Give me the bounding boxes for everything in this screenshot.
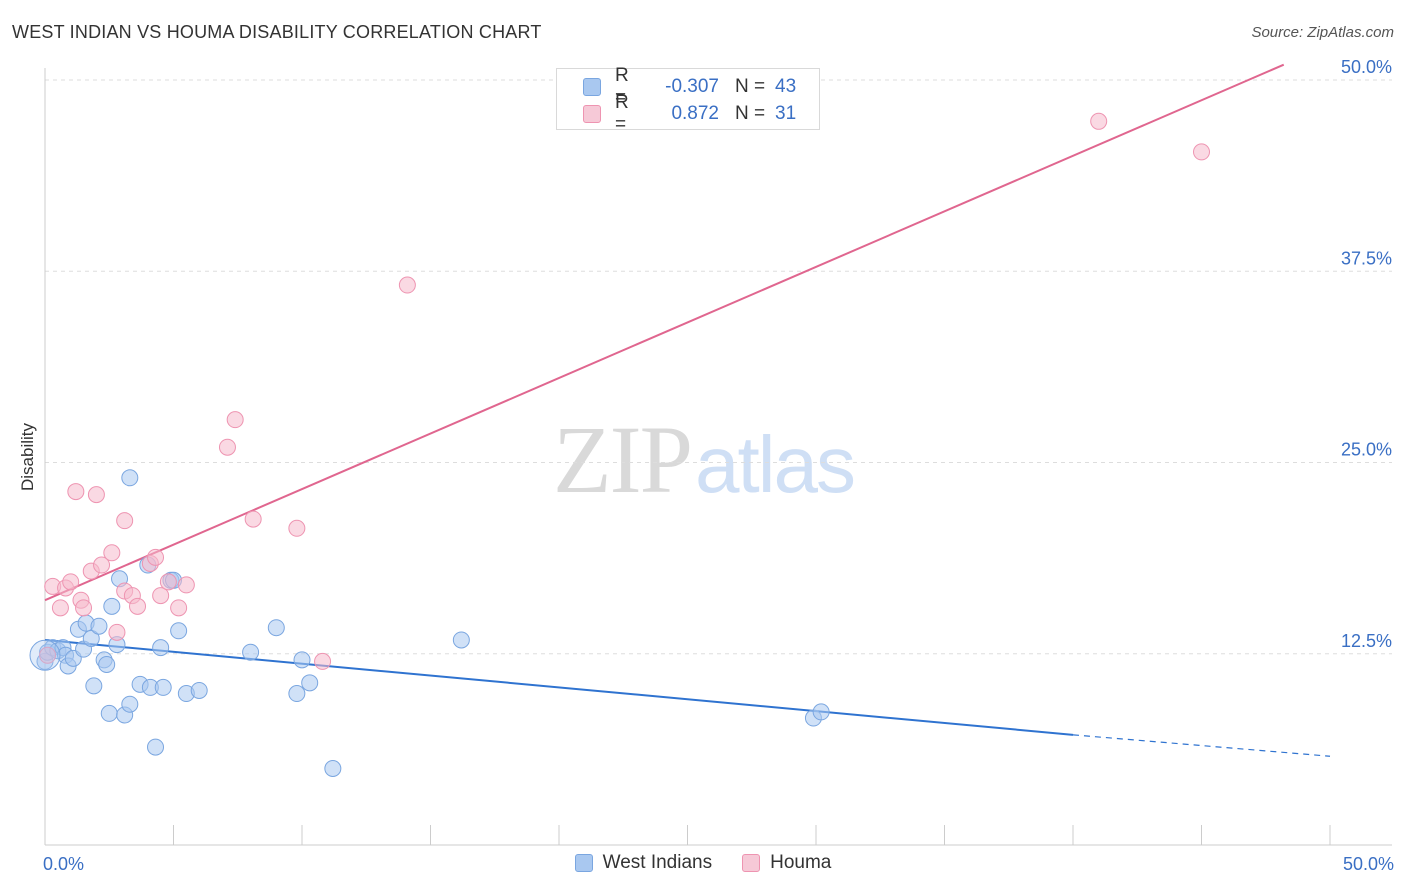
houma-point: [226, 411, 244, 429]
west-indians-point: [82, 629, 100, 647]
stats-row-west-indians: R = -0.307 N = 43: [583, 65, 797, 108]
pink-swatch-icon: [742, 854, 761, 872]
west-indians-point: [190, 681, 208, 699]
series-legend: West Indians Houma: [0, 852, 1406, 874]
houma-point: [314, 652, 332, 670]
grid-layer: [45, 79, 1392, 655]
chart-title: WEST INDIAN VS HOUMA DISABILITY CORRELAT…: [12, 22, 542, 42]
west-indians-point: [812, 703, 830, 721]
n-value: 43: [775, 76, 797, 97]
houma-point: [67, 483, 85, 501]
west-indians-point: [121, 695, 139, 713]
trend-layer: [44, 63, 1331, 757]
houma-point: [177, 576, 195, 594]
houma-point: [75, 599, 93, 617]
y-tick-label: 12.5%: [1341, 631, 1392, 651]
watermark-zip: ZIP: [553, 406, 693, 513]
houma-point: [288, 519, 306, 537]
houma-point: [129, 597, 147, 615]
r-value: 0.872: [671, 103, 719, 124]
stats-legend-box: R = -0.307 N = 43 R = 0.872 N = 31: [556, 65, 820, 135]
west-indians-point: [100, 704, 118, 722]
watermark-atlas: atlas: [695, 420, 856, 509]
x-tick-label: 50.0%: [1343, 854, 1394, 874]
legend-entry-houma[interactable]: Houma: [742, 852, 831, 874]
legend-label-houma: Houma: [770, 852, 832, 873]
houma-point: [1090, 112, 1108, 130]
houma-point: [218, 438, 236, 456]
watermark: ZIPatlas: [553, 404, 856, 515]
axis-layer: [44, 68, 1392, 846]
west-indians-point: [152, 639, 170, 657]
r-value: -0.307: [665, 76, 719, 97]
houma-point: [147, 548, 165, 566]
houma-point: [170, 599, 188, 617]
west-indians-trendline: [44, 638, 1074, 736]
y-tick-label: 37.5%: [1341, 248, 1392, 268]
label-layer: 12.5% 25.0% 37.5% 50.0% 0.0% 50.0% Disability: [18, 57, 1394, 874]
legend-label-west-indians: West Indians: [602, 852, 713, 873]
houma-point: [398, 276, 416, 294]
houma-point: [39, 646, 57, 664]
west-indians-point: [452, 631, 470, 649]
west-indians-trendline-extension: [1072, 734, 1331, 757]
houma-point: [1193, 143, 1210, 161]
y-tick-label: 50.0%: [1341, 57, 1392, 77]
west-indians-point: [98, 655, 116, 673]
west-indians-point: [267, 619, 285, 637]
blue-swatch-icon: [583, 78, 601, 96]
houma-point: [103, 544, 121, 562]
blue-swatch-icon: [574, 854, 593, 872]
legend-entry-west-indians[interactable]: West Indians: [574, 852, 713, 874]
houma-point: [93, 556, 111, 574]
source-label: Source: ZipAtlas.com: [1251, 24, 1394, 41]
pink-swatch-icon: [583, 105, 601, 123]
r-label: R =: [615, 65, 629, 108]
n-label: N =: [735, 76, 766, 97]
houma-point: [159, 573, 177, 591]
x-tick-label: 0.0%: [43, 854, 84, 874]
west-indians-point: [324, 760, 342, 777]
west-indians-point: [121, 469, 139, 487]
houma-point: [87, 486, 105, 504]
houma-point: [108, 623, 126, 641]
west-indians-point: [154, 678, 172, 696]
west-indians-point: [170, 622, 188, 640]
west-indians-point: [301, 674, 319, 692]
stats-row-houma: R = 0.872 N = 31: [583, 92, 797, 135]
west-indians-point: [147, 738, 165, 756]
r-label: R =: [615, 92, 629, 135]
west-indians-point: [29, 639, 61, 671]
point-layer: [29, 112, 1210, 777]
houma-trendline: [44, 63, 1285, 602]
west-indians-point: [85, 677, 103, 695]
west-indians-point: [90, 617, 108, 635]
n-label: N =: [735, 103, 766, 124]
houma-point: [62, 573, 80, 591]
houma-point: [51, 599, 69, 617]
houma-point: [116, 512, 134, 530]
n-value: 31: [775, 103, 797, 124]
west-indians-point: [293, 651, 311, 669]
west-indians-point: [103, 597, 121, 615]
y-tick-label: 25.0%: [1341, 440, 1392, 460]
y-axis-label: Disability: [18, 422, 37, 491]
houma-point: [244, 510, 262, 528]
west-indians-point: [242, 643, 260, 661]
houma-point: [152, 587, 170, 605]
west-indians-point: [288, 685, 306, 703]
